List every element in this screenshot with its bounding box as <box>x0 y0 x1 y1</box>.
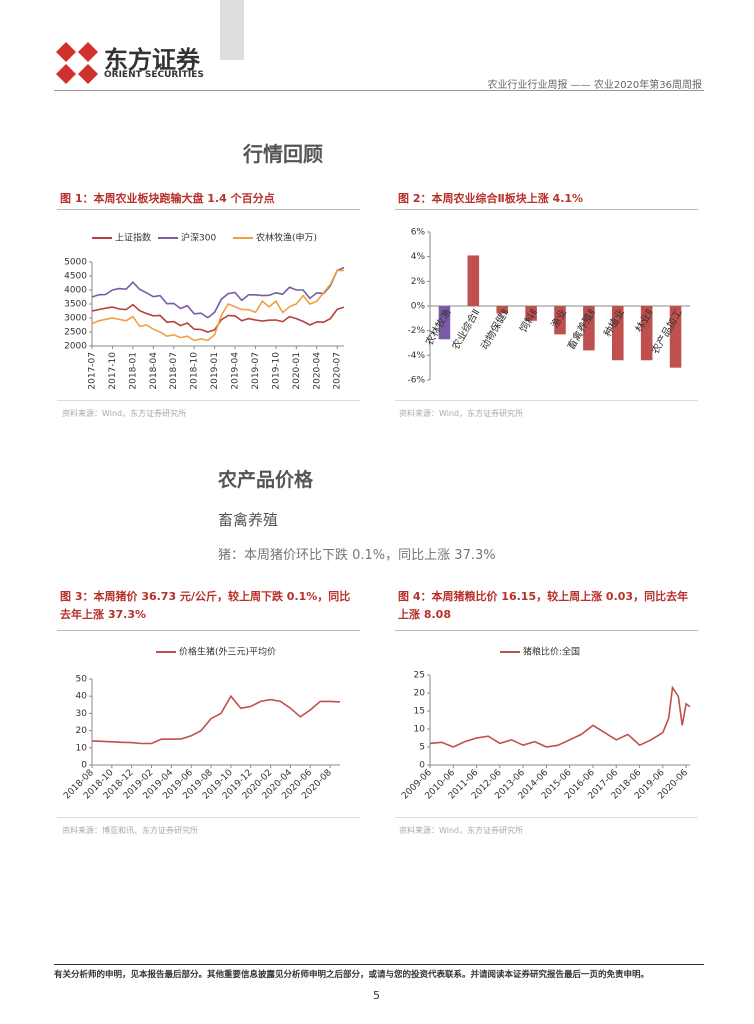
report-name: 农业行业行业周报 —— 农业2020年第36周周报 <box>487 80 702 91</box>
bar <box>612 306 624 361</box>
section-title: 农产品价格 <box>218 469 314 491</box>
x-tick-label: 2018-04 <box>149 352 159 390</box>
x-tick-label: 2019-07 <box>251 352 261 390</box>
header-rule <box>54 90 704 91</box>
chart-title: 图 1：本周农业板块跑输大盘 1.4 个百分点 <box>60 192 275 205</box>
x-tick-label: 2020-01 <box>292 352 302 390</box>
legend-label: 农林牧渔(申万) <box>256 232 317 244</box>
rule <box>57 630 360 631</box>
y-tick-label: 10 <box>76 743 88 753</box>
chart-title: 图 3：本周猪价 36.73 元/公斤，较上周下跌 0.1%，同比去年上涨 37… <box>60 590 351 621</box>
legend-label: 沪深300 <box>181 232 216 244</box>
x-tick-label: 渔业 <box>549 307 569 330</box>
x-tick-label: 2019-01 <box>210 352 220 390</box>
bar <box>467 255 480 306</box>
y-tick-label: 50 <box>76 675 88 685</box>
bar <box>496 306 508 314</box>
logo-cn: 东方证券 <box>104 46 200 74</box>
chart-title: 图 2：本周农业综合Ⅱ板块上涨 4.1% <box>398 192 584 205</box>
chart-title: 图 4：本周猪粮比价 16.15，较上周上涨 0.03，同比去年上涨 8.08 <box>398 590 689 621</box>
y-tick-label: 4% <box>411 252 426 262</box>
summary: 猪：本周猪价环比下跌 0.1%，同比上涨 37.3% <box>218 548 496 563</box>
y-tick-label: 30 <box>76 709 88 719</box>
rule <box>57 209 360 210</box>
legend-label: 上证指数 <box>115 232 151 244</box>
y-tick-label: 3000 <box>64 314 87 324</box>
x-tick-label: 2018-07 <box>169 352 179 390</box>
bar <box>525 306 537 321</box>
series-line <box>91 266 345 319</box>
source: 资料来源：博亚和讯、东方证券研究所 <box>62 826 198 835</box>
series-line <box>91 269 344 342</box>
header-bar <box>220 0 244 60</box>
series-line <box>91 694 341 745</box>
disclaimer: 有关分析师的申明，见本报告最后部分。其他重要信息披露见分析师申明之后部分，或请与… <box>54 970 650 980</box>
bar <box>640 306 653 361</box>
y-tick-label: 2000 <box>64 342 87 352</box>
page-number: 5 <box>373 989 380 1002</box>
bar <box>554 306 566 335</box>
x-tick-label: 2018-10 <box>190 352 200 390</box>
rule <box>395 630 698 631</box>
y-tick-label: 4500 <box>64 272 87 282</box>
y-tick-label: 0 <box>419 761 425 771</box>
rule <box>57 400 360 401</box>
y-tick-label: 6% <box>411 228 426 238</box>
rule <box>395 817 698 818</box>
y-tick-label: 3500 <box>64 300 87 310</box>
legend-label: 猪粮比价:全国 <box>523 646 580 658</box>
y-tick-label: 20 <box>414 689 426 699</box>
y-tick-label: 15 <box>414 707 425 717</box>
subsection-title: 畜禽养殖 <box>218 511 279 529</box>
bar <box>583 306 595 351</box>
x-tick-label: 2018-01 <box>128 352 138 390</box>
bar <box>669 306 682 368</box>
y-tick-label: 4000 <box>64 286 87 296</box>
source: 资料来源：Wind，东方证券研究所 <box>399 826 524 835</box>
source: 资料来源：Wind，东方证券研究所 <box>399 409 524 418</box>
y-tick-label: -6% <box>407 376 425 386</box>
x-tick-label: 2020-07 <box>333 352 343 390</box>
y-tick-label: 2500 <box>64 328 87 338</box>
x-tick-label: 动物保健Ⅱ <box>478 307 512 352</box>
rule <box>57 817 360 818</box>
source: 资料来源：Wind，东方证券研究所 <box>62 409 187 418</box>
logo-en: ORIENT SECURITIES <box>104 70 204 80</box>
y-tick-label: 40 <box>76 692 88 702</box>
rule <box>395 400 698 401</box>
series-line <box>429 685 691 748</box>
x-tick-label: 2019-04 <box>231 352 241 390</box>
y-tick-label: 0 <box>81 761 87 771</box>
logo-icon <box>56 42 98 84</box>
y-tick-label: -4% <box>407 351 425 361</box>
x-tick-label: 农业综合Ⅱ <box>449 307 483 352</box>
y-tick-label: 5000 <box>64 258 87 268</box>
y-tick-label: -2% <box>407 326 425 336</box>
y-tick-label: 5 <box>419 743 425 753</box>
x-tick-label: 2020-04 <box>312 352 322 390</box>
rule <box>395 209 698 210</box>
y-tick-label: 25 <box>414 671 425 681</box>
x-tick-label: 2017-10 <box>108 352 118 390</box>
y-tick-label: 2% <box>411 277 426 287</box>
bar <box>438 306 451 340</box>
section-title: 行情回顾 <box>243 142 323 166</box>
x-tick-label: 2019-10 <box>271 352 281 390</box>
legend-label: 价格生猪(外三元)平均价 <box>179 646 276 658</box>
y-tick-label: 20 <box>76 726 88 736</box>
x-tick-label: 2017-07 <box>88 352 98 390</box>
footer-rule <box>54 964 704 965</box>
y-tick-label: 10 <box>414 725 426 735</box>
y-tick-label: 0% <box>411 302 426 312</box>
